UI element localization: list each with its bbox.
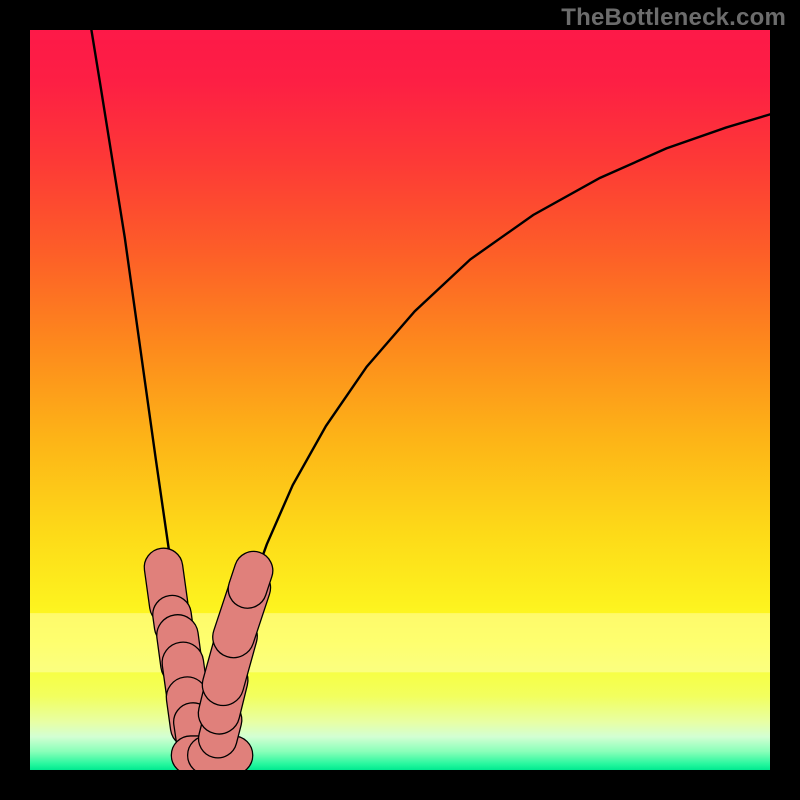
bottleneck-chart: TheBottleneck.com	[0, 0, 800, 800]
pale-band	[30, 613, 770, 672]
watermark-text: TheBottleneck.com	[561, 4, 786, 32]
chart-svg	[0, 0, 800, 800]
